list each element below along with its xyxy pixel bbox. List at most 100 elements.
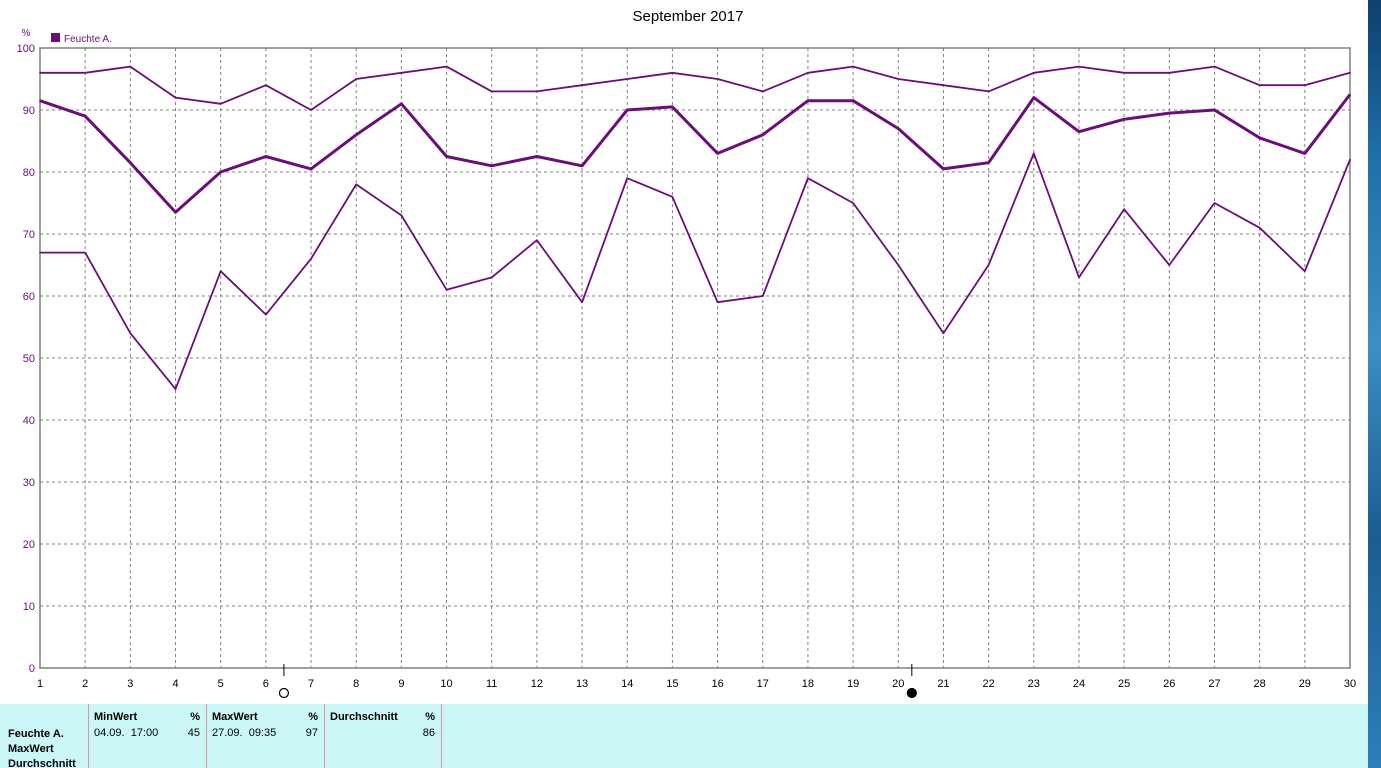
data-point (84, 251, 86, 254)
data-point (1032, 152, 1035, 155)
x-tick-label: 18 (802, 678, 814, 690)
data-point (174, 211, 177, 214)
data-point (626, 177, 629, 179)
legend-swatch (51, 33, 60, 42)
data-point (761, 90, 764, 93)
min-unit: % (190, 711, 200, 723)
data-point (39, 72, 41, 74)
data-point (852, 99, 854, 102)
data-point (400, 103, 403, 105)
data-point (716, 301, 719, 304)
row-label-sensor: Feuchte A. (8, 728, 64, 740)
data-point (129, 161, 132, 164)
data-point (1123, 72, 1125, 74)
x-tick-label: 2 (82, 678, 88, 690)
data-point (581, 165, 583, 167)
data-point (1032, 96, 1035, 99)
data-point (807, 72, 809, 74)
avg-unit: % (425, 711, 435, 723)
data-point (310, 109, 312, 111)
window-edge-strip (1368, 0, 1381, 768)
x-tick-label: 17 (757, 678, 769, 690)
y-tick-label: 20 (23, 539, 35, 551)
stats-max-column: MaxWert % 27.09. 09:35 97 (206, 704, 325, 768)
data-point (265, 155, 267, 158)
data-point (265, 313, 267, 316)
data-point (942, 84, 945, 86)
series-line-2 (39, 93, 1352, 214)
data-point (807, 177, 809, 179)
data-point (626, 109, 629, 111)
data-point (1258, 84, 1261, 86)
data-point (219, 103, 222, 105)
data-point (671, 106, 674, 108)
data-point (39, 99, 41, 102)
data-point (400, 72, 403, 74)
data-point (897, 78, 900, 80)
x-tick-label: 6 (263, 678, 269, 690)
y-tick-label: 50 (23, 353, 35, 365)
data-point (310, 258, 312, 260)
data-point (219, 270, 222, 273)
data-point (581, 84, 583, 86)
avg-header: Durchschnitt (330, 711, 398, 723)
data-point (1123, 118, 1125, 121)
data-point (807, 99, 809, 102)
data-point (445, 289, 448, 291)
y-tick-label: 60 (23, 291, 35, 303)
x-tick-label: 8 (353, 678, 359, 690)
row-label-avg: Durchschnitt (8, 758, 76, 768)
data-point (671, 72, 674, 74)
data-point (400, 214, 403, 217)
data-point (1032, 72, 1035, 74)
data-point (84, 72, 86, 74)
data-point (355, 78, 358, 80)
data-point (1123, 208, 1125, 210)
data-point (219, 171, 222, 173)
x-tick-label: 23 (1028, 678, 1040, 690)
data-point (445, 155, 448, 158)
data-point (1304, 152, 1306, 155)
data-point (942, 332, 945, 335)
data-point (355, 134, 358, 136)
max-value: 97 (305, 727, 318, 739)
data-point (716, 78, 719, 80)
data-point (671, 196, 674, 198)
x-tick-label: 9 (398, 678, 404, 690)
data-point (761, 134, 764, 136)
data-point (265, 84, 267, 86)
humidity-chart: September 2017 % Feuchte A. 0 10 20 30 40 50 6… (16, 8, 1357, 699)
x-tick-label: 24 (1073, 678, 1085, 690)
x-tick-label: 21 (937, 678, 949, 690)
full-moon-icon (278, 687, 290, 699)
data-point (1258, 137, 1261, 139)
x-tick-label: 10 (440, 678, 452, 690)
x-tick-label: 4 (172, 678, 178, 690)
stats-row-labels: Feuchte A. MaxWert Durchschnitt (8, 727, 76, 768)
x-tick-label: 15 (666, 678, 678, 690)
legend-label: Feuchte A. (64, 34, 112, 45)
series-line-1 (40, 65, 1351, 111)
data-point (1349, 72, 1351, 74)
data-point (1258, 227, 1261, 229)
data-point (310, 168, 312, 170)
y-tick-label: 10 (23, 601, 35, 613)
data-point (852, 65, 854, 68)
data-point (987, 264, 990, 266)
x-tick-label: 19 (847, 678, 859, 690)
min-value: 45 (187, 727, 200, 739)
x-tick-label: 26 (1163, 678, 1175, 690)
max-timestamp: 27.09. 09:35 (212, 727, 277, 739)
data-point (129, 332, 132, 335)
data-point (174, 96, 177, 99)
data-point (942, 168, 945, 170)
data-point (445, 65, 448, 68)
x-tick-label: 12 (531, 678, 543, 690)
x-tick-label: 25 (1118, 678, 1130, 690)
x-tick-label: 20 (892, 678, 904, 690)
x-tick-label: 13 (576, 678, 588, 690)
x-tick-label: 11 (486, 678, 497, 690)
data-point (1213, 65, 1216, 68)
data-point (626, 78, 629, 80)
data-point (1213, 109, 1216, 111)
